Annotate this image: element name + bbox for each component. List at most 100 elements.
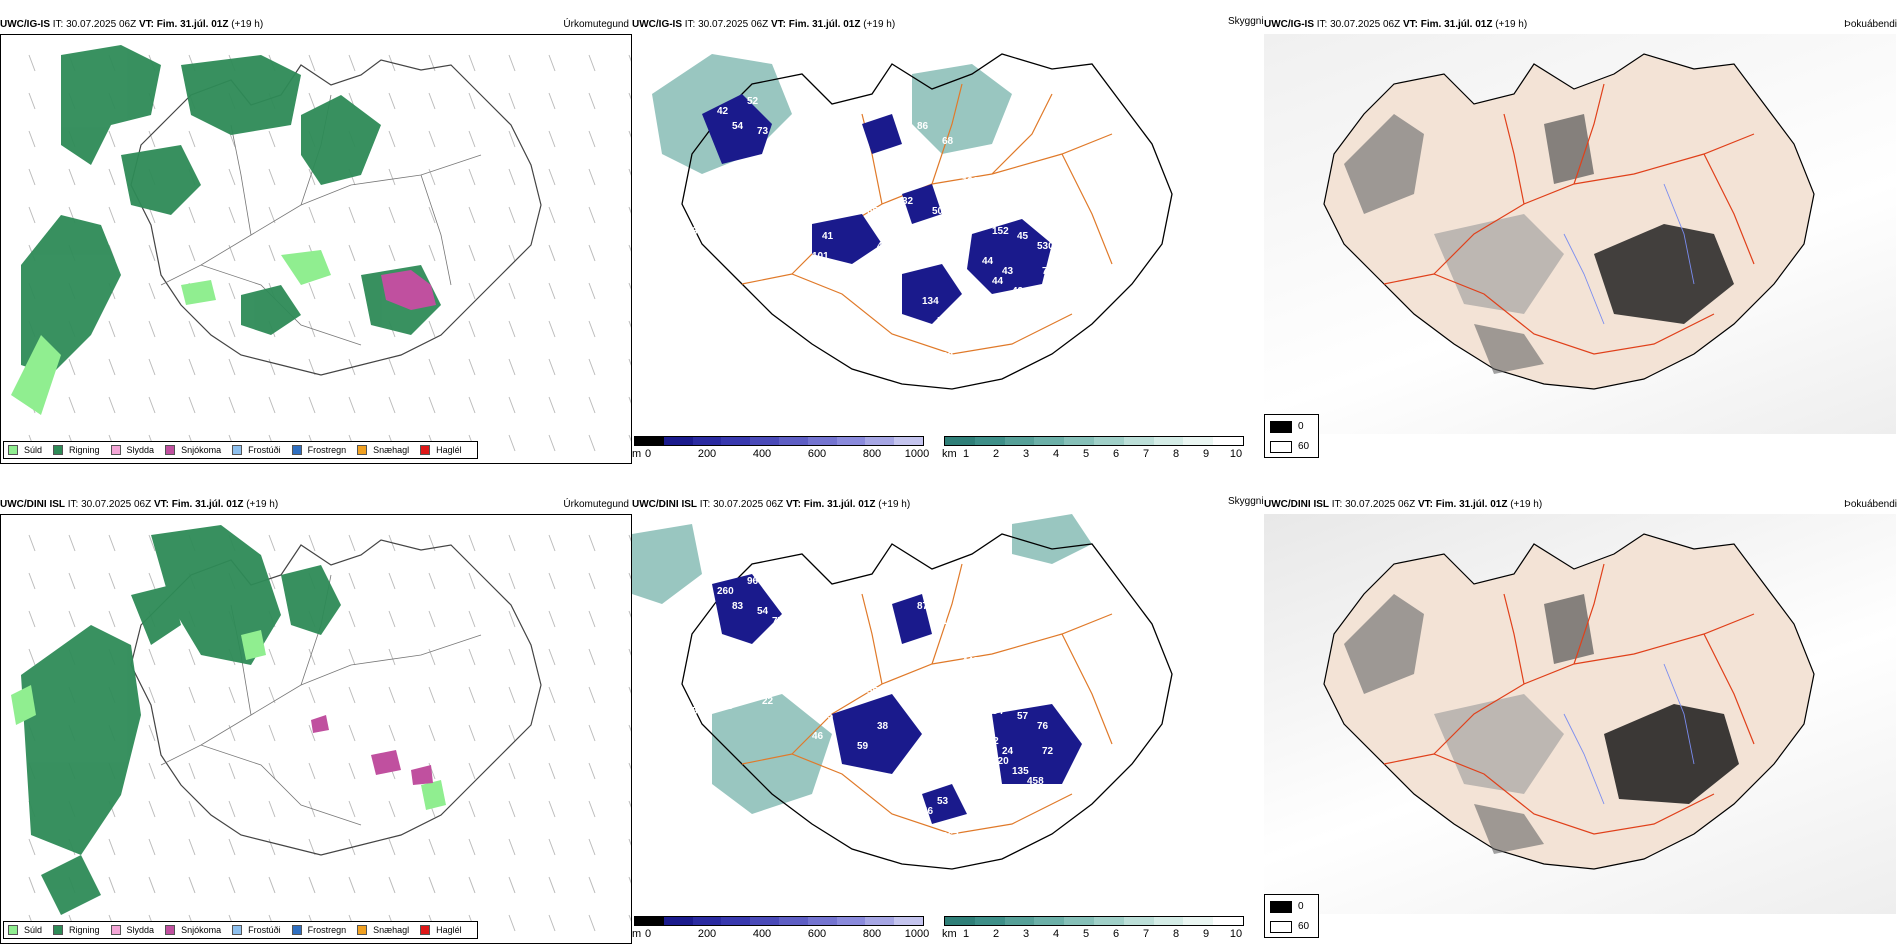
wind-barb xyxy=(148,130,156,148)
fog-map-2[interactable] xyxy=(1264,514,1896,914)
wind-barb xyxy=(148,396,156,414)
wind-barb xyxy=(628,572,631,580)
cloudbase-colorbar: m 0 200 400 600 800 1000 xyxy=(632,436,932,460)
wind-barb xyxy=(508,434,516,452)
wind-barb xyxy=(28,92,36,110)
vis-map-1[interactable]: 42 54 73 8 52 23 104 93 86 135 33 41 101 111 451 65 32 50… xyxy=(632,34,1252,434)
cloud-base-label: 260 xyxy=(717,586,734,597)
fog-map-1[interactable] xyxy=(1264,34,1896,434)
drizzle-areas xyxy=(11,630,446,810)
fog-legend-dark-label: 0 xyxy=(1298,901,1304,912)
wind-barb xyxy=(388,686,396,704)
wind-barb xyxy=(588,876,596,894)
lead-time: (+19 h) xyxy=(1510,499,1543,510)
cloud-base-label: 61 xyxy=(902,676,914,687)
wind-barb xyxy=(508,358,516,376)
wind-barb xyxy=(308,206,316,224)
wind-barb xyxy=(588,838,596,856)
legend-item: Rigning xyxy=(53,445,100,455)
cloud-base-label: 54 xyxy=(732,121,744,132)
cloud-base-label: 73 xyxy=(757,126,769,137)
init-time: IT: 30.07.2025 06Z xyxy=(1331,499,1416,510)
legend-swatch xyxy=(291,925,302,935)
cloud-base-label: 57 xyxy=(957,781,969,792)
wind-barb xyxy=(308,838,316,856)
wind-barb xyxy=(508,914,516,932)
rivers xyxy=(1563,183,1695,325)
legend-item: Súld xyxy=(8,925,42,935)
cloud-base-label: 45 xyxy=(1017,231,1029,242)
wind-barb xyxy=(108,168,116,186)
wind-barb xyxy=(468,610,476,628)
model-name: UWC/IG-IS xyxy=(0,19,50,30)
vis-map-2[interactable]: 260 83 54 77 96 74 32 53 22 95 551 35 46 59 38 55 61 46 54… xyxy=(632,514,1252,914)
wind-barb xyxy=(388,244,396,262)
wind-barb xyxy=(68,572,76,590)
wind-barb xyxy=(228,800,236,818)
cloud-base-areas xyxy=(712,574,1082,824)
wind-barb xyxy=(468,800,476,818)
legend-swatch xyxy=(53,925,64,935)
wind-barb xyxy=(548,244,556,262)
wind-barb xyxy=(268,244,276,262)
cloudbase-tick: 600 xyxy=(807,448,827,460)
wind-barb xyxy=(28,838,36,856)
cloud-base-label: 135 xyxy=(1012,766,1029,777)
cloud-base-label: 448 xyxy=(962,656,979,667)
cloud-base-label: 57 xyxy=(1017,711,1029,722)
fog-header-2: UWC/DINI ISL IT: 30.07.2025 06Z VT: Fim.… xyxy=(1264,498,1900,512)
precip-map-1[interactable]: Súld Rigning Slydda Snjókoma Frostúði Frostre… xyxy=(0,34,632,464)
cloud-base-label: 42 xyxy=(717,106,729,117)
wind-barb xyxy=(268,168,276,186)
precip-legend: Súld Rigning Slydda Snjókoma Frostúði Frostre… xyxy=(3,441,478,459)
wind-barb xyxy=(268,648,276,666)
wind-barb xyxy=(348,610,356,628)
cloud-base-label: 551 xyxy=(692,706,709,717)
cloudbase-tick: 600 xyxy=(807,928,827,940)
cloud-base-label: 95 xyxy=(722,701,734,712)
wind-barb xyxy=(308,54,316,72)
cloud-base-label: 35 xyxy=(822,711,834,722)
wind-barb xyxy=(628,876,631,884)
cloud-base-label: 55 xyxy=(867,686,879,697)
cloud-base-label: 104 xyxy=(727,176,744,187)
cloud-base-label: 72 xyxy=(1042,746,1054,757)
visibility-tick: 5 xyxy=(1082,928,1090,940)
legend-swatch xyxy=(53,445,64,455)
model-name: UWC/IG-IS xyxy=(632,19,682,30)
wind-barb xyxy=(468,648,476,666)
precip-map-2[interactable]: Súld Rigning Slydda Snjókoma Frostúði Frostre… xyxy=(0,514,632,944)
wind-barb xyxy=(388,130,396,148)
wind-barb xyxy=(108,876,116,894)
wind-barb xyxy=(508,800,516,818)
lead-time: (+19 h) xyxy=(246,499,279,510)
wind-barb xyxy=(148,572,156,590)
wind-barb xyxy=(348,800,356,818)
wind-barb xyxy=(28,168,36,186)
fog-legend: 0 60 xyxy=(1264,894,1319,938)
wind-barb xyxy=(628,130,631,138)
wind-barb xyxy=(308,358,316,376)
cloudbase-tick: 1000 xyxy=(904,928,930,940)
cloud-base-label: 72 xyxy=(1042,266,1054,277)
cloudbase-tick: 800 xyxy=(862,928,882,940)
wind-barb xyxy=(388,648,396,666)
legend-label: Haglél xyxy=(436,445,462,455)
snow-area xyxy=(311,715,433,785)
wind-barb xyxy=(548,724,556,742)
fog-title: Þokuábendi xyxy=(1844,19,1897,30)
wind-barb xyxy=(468,282,476,300)
wind-barb xyxy=(468,54,476,72)
wind-barb xyxy=(508,282,516,300)
cloudbase-tick: 200 xyxy=(697,928,717,940)
visibility-tick: 9 xyxy=(1202,448,1210,460)
wind-barb xyxy=(508,724,516,742)
cloud-base-label: 135 xyxy=(722,221,739,232)
wind-barb xyxy=(428,838,436,856)
precip-title: Úrkomutegund xyxy=(563,499,629,510)
wind-barb xyxy=(548,92,556,110)
legend-item: Frostregn xyxy=(291,925,346,935)
wind-barb xyxy=(588,396,596,414)
